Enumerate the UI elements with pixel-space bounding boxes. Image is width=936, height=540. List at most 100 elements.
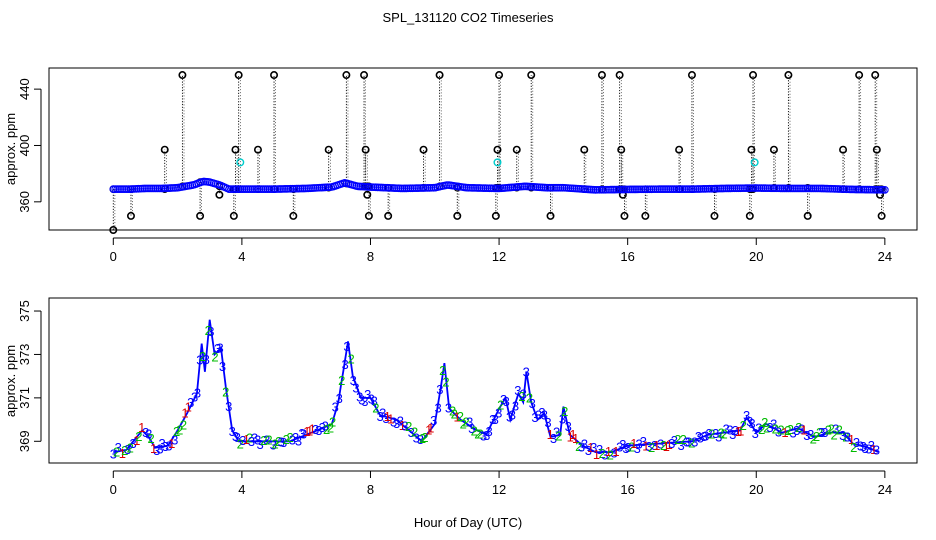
labeled-marker-3: 3 bbox=[657, 437, 664, 452]
labeled-marker-3: 3 bbox=[726, 423, 733, 438]
raw-outlier-point bbox=[784, 71, 793, 80]
labeled-marker-3: 3 bbox=[651, 438, 658, 453]
raw-data-point bbox=[881, 186, 889, 194]
raw-outlier-point bbox=[178, 71, 187, 80]
labeled-x-tick-label: 4 bbox=[238, 482, 245, 497]
raw-outlier-point bbox=[749, 71, 758, 80]
labeled-marker-3: 3 bbox=[254, 433, 261, 448]
labeled-marker-3: 3 bbox=[578, 440, 585, 455]
labeled-marker-3: 3 bbox=[358, 393, 365, 408]
labeled-marker-1: 1 bbox=[735, 424, 742, 439]
labeled-marker-3: 3 bbox=[844, 430, 851, 445]
labeled-marker-3: 3 bbox=[715, 429, 722, 444]
labeled-marker-2: 2 bbox=[442, 374, 449, 389]
labeled-x-tick-label: 16 bbox=[620, 482, 634, 497]
labeled-marker-1: 1 bbox=[800, 423, 807, 438]
labeled-marker-2: 2 bbox=[761, 415, 768, 430]
labeled-marker-3: 3 bbox=[619, 437, 626, 452]
labeled-marker-2: 2 bbox=[628, 440, 635, 455]
labeled-y-tick-label: 371 bbox=[17, 387, 32, 409]
x-axis-title: Hour of Day (UTC) bbox=[414, 515, 522, 530]
labeled-marker-3: 3 bbox=[590, 440, 597, 455]
labeled-line bbox=[113, 319, 879, 453]
labeled-y-tick-label: 369 bbox=[17, 430, 32, 452]
labeled-marker-3: 3 bbox=[755, 420, 762, 435]
labeled-marker-2: 2 bbox=[205, 323, 212, 338]
labeled-marker-2: 2 bbox=[830, 428, 837, 443]
labeled-marker-2: 2 bbox=[121, 443, 128, 458]
raw-cyan-points bbox=[236, 158, 759, 167]
labeled-marker-3: 3 bbox=[165, 439, 172, 454]
labeled-marker-2: 2 bbox=[405, 419, 412, 434]
labeled-marker-3: 3 bbox=[702, 428, 709, 443]
labeled-marker-3: 3 bbox=[124, 442, 131, 457]
labeled-marker-3: 3 bbox=[129, 436, 136, 451]
labeled-marker-3: 3 bbox=[793, 423, 800, 438]
labeled-plot-frame bbox=[48, 297, 918, 464]
labeled-marker-3: 3 bbox=[853, 435, 860, 450]
raw-outlier-point bbox=[364, 211, 373, 220]
labeled-marker-3: 3 bbox=[535, 408, 542, 423]
labeled-marker-3: 3 bbox=[746, 414, 753, 429]
labeled-marker-3: 3 bbox=[861, 441, 868, 456]
raw-outlier-point bbox=[324, 145, 333, 154]
raw-outlier-point bbox=[617, 145, 626, 154]
labeled-marker-3: 3 bbox=[156, 442, 163, 457]
labeled-marker-3: 3 bbox=[343, 339, 350, 354]
raw-outlier-point bbox=[234, 71, 243, 80]
raw-outlier-point bbox=[839, 145, 848, 154]
labeled-marker-1: 1 bbox=[150, 441, 157, 456]
labeled-marker-3: 3 bbox=[110, 447, 117, 462]
labeled-marker-2: 2 bbox=[451, 407, 458, 422]
labeled-marker-2: 2 bbox=[176, 422, 183, 437]
labeled-marker-3: 3 bbox=[807, 427, 814, 442]
labeled-marker-2: 2 bbox=[599, 446, 606, 461]
labeled-marker-3: 3 bbox=[162, 439, 169, 454]
labeled-marker-3: 3 bbox=[158, 436, 165, 451]
labeled-marker-1: 1 bbox=[572, 431, 579, 446]
labeled-marker-3: 3 bbox=[319, 420, 326, 435]
labeled-marker-3: 3 bbox=[495, 405, 502, 420]
labeled-marker-3: 3 bbox=[376, 409, 383, 424]
labeled-marker-2: 2 bbox=[127, 440, 134, 455]
labeled-marker-3: 3 bbox=[640, 434, 647, 449]
labeled-marker-3: 3 bbox=[145, 427, 152, 442]
labeled-marker-3: 3 bbox=[232, 429, 239, 444]
raw-outlier-point bbox=[597, 71, 606, 80]
labeled-marker-2: 2 bbox=[688, 436, 695, 451]
labeled-marker-3: 3 bbox=[601, 448, 608, 463]
labeled-marker-3: 3 bbox=[445, 401, 452, 416]
labeled-marker-2: 2 bbox=[787, 422, 794, 437]
labeled-marker-3: 3 bbox=[263, 433, 270, 448]
labeled-marker-3: 3 bbox=[610, 446, 617, 461]
labeled-marker-3: 3 bbox=[142, 425, 149, 440]
raw-y-tick-label: 360 bbox=[17, 191, 32, 213]
labeled-x-tick-label: 24 bbox=[878, 482, 892, 497]
raw-outlier-point bbox=[580, 145, 589, 154]
labeled-marker-1: 1 bbox=[569, 427, 576, 442]
labeled-marker-3: 3 bbox=[671, 433, 678, 448]
raw-x-tick-label: 12 bbox=[492, 249, 506, 264]
labeled-marker-1: 1 bbox=[642, 439, 649, 454]
labeled-marker-1: 1 bbox=[119, 446, 126, 461]
labeled-marker-3: 3 bbox=[529, 396, 536, 411]
labeled-marker-3: 3 bbox=[700, 429, 707, 444]
labeled-marker-2: 2 bbox=[347, 352, 354, 367]
labeled-marker-2: 2 bbox=[113, 445, 120, 460]
labeled-marker-3: 3 bbox=[748, 416, 755, 431]
labeled-marker-2: 2 bbox=[518, 389, 525, 404]
labeled-marker-2: 2 bbox=[421, 430, 428, 445]
labeled-marker-1: 1 bbox=[870, 442, 877, 457]
labeled-marker-3: 3 bbox=[248, 434, 255, 449]
raw-outlier-point bbox=[745, 211, 754, 220]
labeled-marker-3: 3 bbox=[798, 421, 805, 436]
labeled-marker-2: 2 bbox=[497, 397, 504, 412]
raw-x-tick-label: 16 bbox=[620, 249, 634, 264]
labeled-marker-3: 3 bbox=[668, 436, 675, 451]
labeled-marker-3: 3 bbox=[818, 425, 825, 440]
labeled-marker-1: 1 bbox=[663, 439, 670, 454]
labeled-marker-3: 3 bbox=[312, 422, 319, 437]
labeled-marker-2: 2 bbox=[825, 422, 832, 437]
labeled-marker-3: 3 bbox=[413, 431, 420, 446]
labeled-marker-2: 2 bbox=[561, 404, 568, 419]
